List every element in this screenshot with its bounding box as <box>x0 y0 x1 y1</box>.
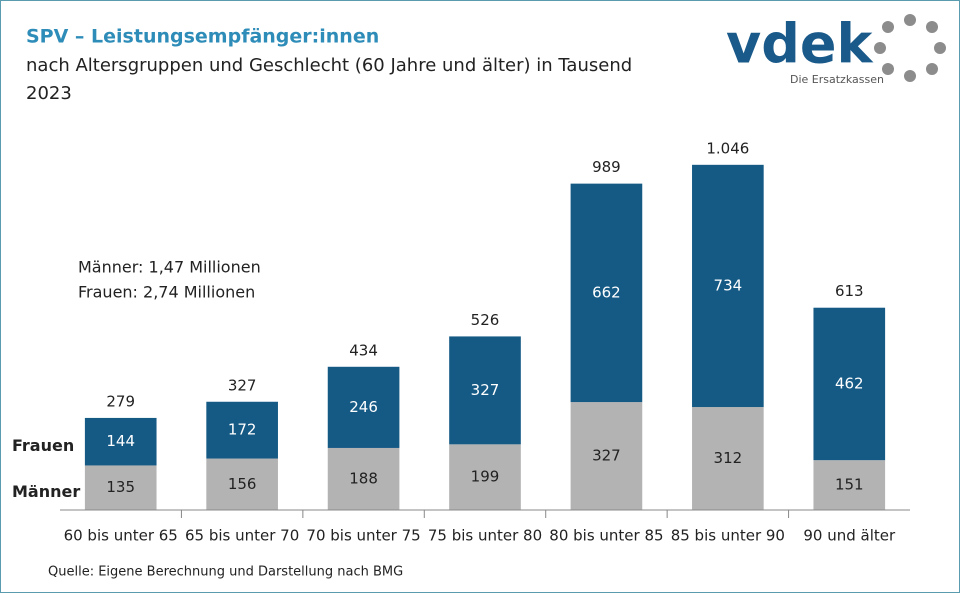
value-label: 327 <box>471 381 500 399</box>
x-tick-label: 85 bis unter 90 <box>671 527 785 545</box>
value-label: 135 <box>106 478 135 496</box>
bar-segment <box>813 307 886 461</box>
legend-label: Männer <box>12 482 80 501</box>
chart-title: SPV – Leistungsempfänger:innen <box>26 26 379 48</box>
bar-segment <box>570 183 643 403</box>
total-label: 327 <box>228 376 257 394</box>
annotation: Männer: 1,47 Millionen <box>78 258 261 277</box>
bar-segment <box>449 336 521 445</box>
bar-segment <box>692 407 764 510</box>
total-label: 279 <box>106 392 135 410</box>
value-label: 312 <box>714 449 743 467</box>
bar-segment <box>206 458 278 510</box>
value-label: 246 <box>349 398 378 416</box>
value-label: 188 <box>349 469 378 487</box>
value-label: 199 <box>471 468 500 486</box>
x-tick-label: 65 bis unter 70 <box>185 527 299 545</box>
bar-segment <box>327 366 400 448</box>
x-tick-label: 90 und älter <box>803 527 896 545</box>
x-tick-label: 75 bis unter 80 <box>428 527 542 545</box>
logo: vdek Die Ersatzkassen <box>726 13 946 86</box>
chart-year: 2023 <box>26 83 72 104</box>
logo-tagline: Die Ersatzkassen <box>790 73 884 86</box>
bar-segment <box>327 447 400 510</box>
total-label: 989 <box>592 158 621 176</box>
source: Quelle: Eigene Berechnung und Darstellun… <box>48 565 403 580</box>
value-label: 734 <box>714 276 743 294</box>
x-tick-label: 60 bis unter 65 <box>64 527 178 545</box>
value-label: 662 <box>592 283 621 301</box>
bar-segment <box>813 460 886 510</box>
legend-label: Frauen <box>12 436 74 455</box>
logo-ring <box>874 14 946 82</box>
bar-segment <box>449 444 521 510</box>
total-label: 526 <box>471 311 500 329</box>
bar-segment <box>570 402 643 510</box>
total-label: 434 <box>349 341 378 359</box>
value-label: 144 <box>106 432 135 450</box>
value-label: 462 <box>835 374 864 392</box>
chart-subtitle: nach Altersgruppen und Geschlecht (60 Ja… <box>26 55 632 76</box>
value-label: 151 <box>835 476 864 494</box>
logo-text: vdek <box>726 13 873 76</box>
bar-segment <box>84 465 157 510</box>
value-label: 156 <box>228 475 257 493</box>
total-label: 613 <box>835 282 864 300</box>
annotation: Frauen: 2,74 Millionen <box>78 283 255 302</box>
total-label: 1.046 <box>706 139 749 157</box>
bar-segment <box>84 417 157 466</box>
x-tick-label: 70 bis unter 75 <box>306 527 420 545</box>
value-label: 172 <box>228 421 257 439</box>
value-label: 327 <box>592 447 621 465</box>
x-tick-label: 80 bis unter 85 <box>549 527 663 545</box>
bar-segment <box>206 401 278 459</box>
bar-segment <box>692 164 764 408</box>
